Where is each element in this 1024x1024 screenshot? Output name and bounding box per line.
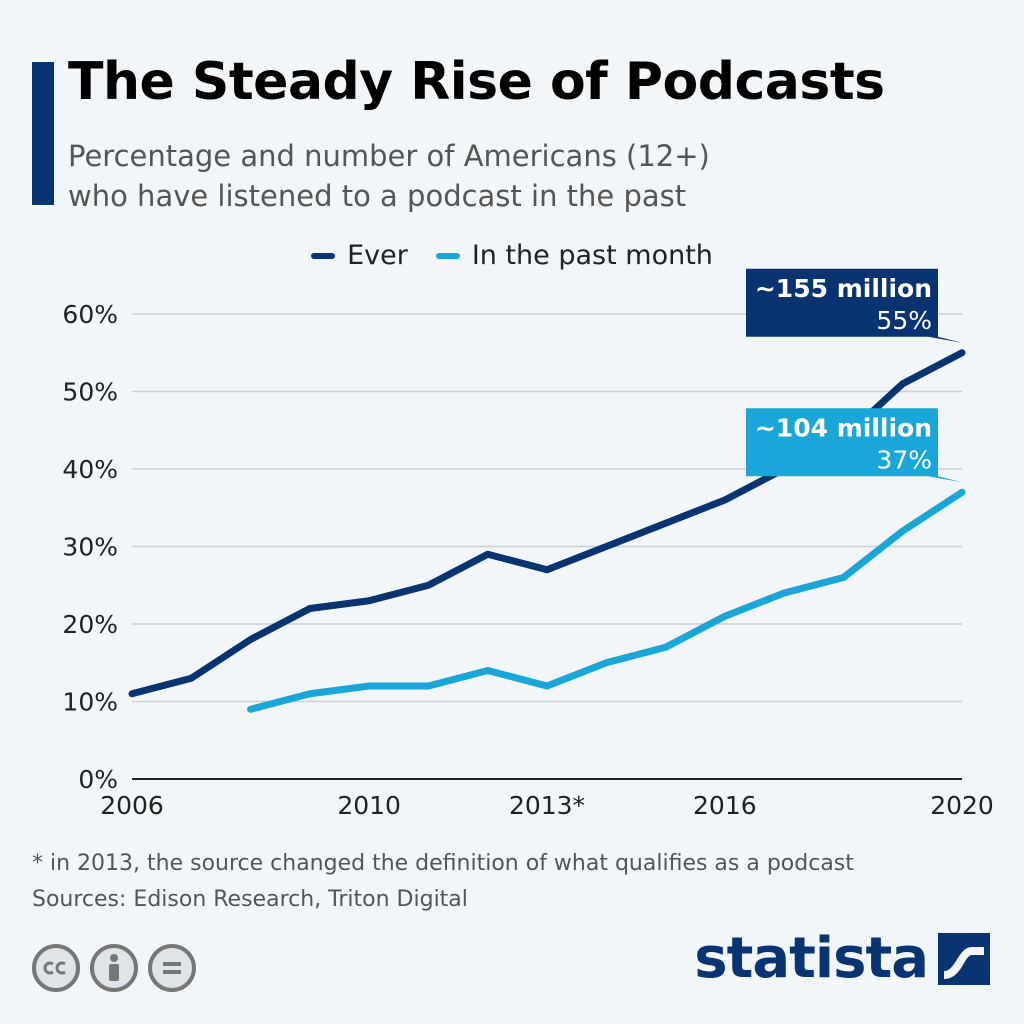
- series-line-ever: [128, 349, 966, 698]
- chart-subtitle: Percentage and number of Americans (12+)…: [68, 136, 828, 216]
- legend-label-past-month: In the past month: [471, 240, 713, 271]
- y-tick-label: 20%: [62, 610, 118, 639]
- license-icons: [32, 944, 196, 992]
- legend: Ever In the past month: [0, 240, 1024, 271]
- x-tick-label: 2010: [337, 791, 401, 820]
- annotation-past-month-line2: 37%: [876, 445, 932, 474]
- legend-swatch-past-month: [435, 252, 460, 259]
- x-tick-label: 2016: [693, 791, 757, 820]
- legend-item-past-month: In the past month: [435, 240, 713, 271]
- legend-label-ever: Ever: [347, 240, 408, 271]
- subtitle-line-1: Percentage and number of Americans (12+): [68, 139, 710, 173]
- y-tick-label: 0%: [78, 765, 118, 794]
- chart-title: The Steady Rise of Podcasts: [68, 52, 885, 112]
- annotation-ever-box: [746, 268, 962, 343]
- x-tick-label: 2013*: [509, 791, 585, 820]
- footnote-note: * in 2013, the source changed the defini…: [32, 851, 854, 876]
- footnote: * in 2013, the source changed the defini…: [32, 846, 854, 918]
- y-tick-label: 10%: [62, 688, 118, 717]
- annotation-ever-line1: ~155 million: [755, 274, 932, 303]
- person-icon: [90, 944, 138, 992]
- x-tick-label: 2006: [100, 791, 164, 820]
- x-tick-label: 2020: [930, 791, 994, 820]
- y-tick-label: 60%: [62, 300, 118, 329]
- y-tick-label: 50%: [62, 378, 118, 407]
- brand-name: statista: [694, 926, 929, 991]
- accent-bar: [32, 62, 54, 205]
- annotation-past-month-box: [746, 408, 962, 483]
- footnote-sources: Sources: Edison Research, Triton Digital: [32, 887, 468, 912]
- brand: statista: [694, 926, 990, 991]
- legend-swatch-ever: [311, 252, 336, 259]
- cc-icon: [32, 944, 80, 992]
- subtitle-line-2: who have listened to a podcast in the pa…: [68, 179, 687, 213]
- annotation-past-month-line1: ~104 million: [755, 413, 932, 442]
- y-tick-label: 40%: [62, 455, 118, 484]
- equals-icon: [148, 944, 196, 992]
- y-tick-label: 30%: [62, 533, 118, 562]
- statista-logo-icon: [938, 932, 990, 985]
- legend-item-ever: Ever: [311, 240, 408, 271]
- series-line-past-month: [247, 488, 966, 713]
- annotation-ever-line2: 55%: [876, 306, 932, 335]
